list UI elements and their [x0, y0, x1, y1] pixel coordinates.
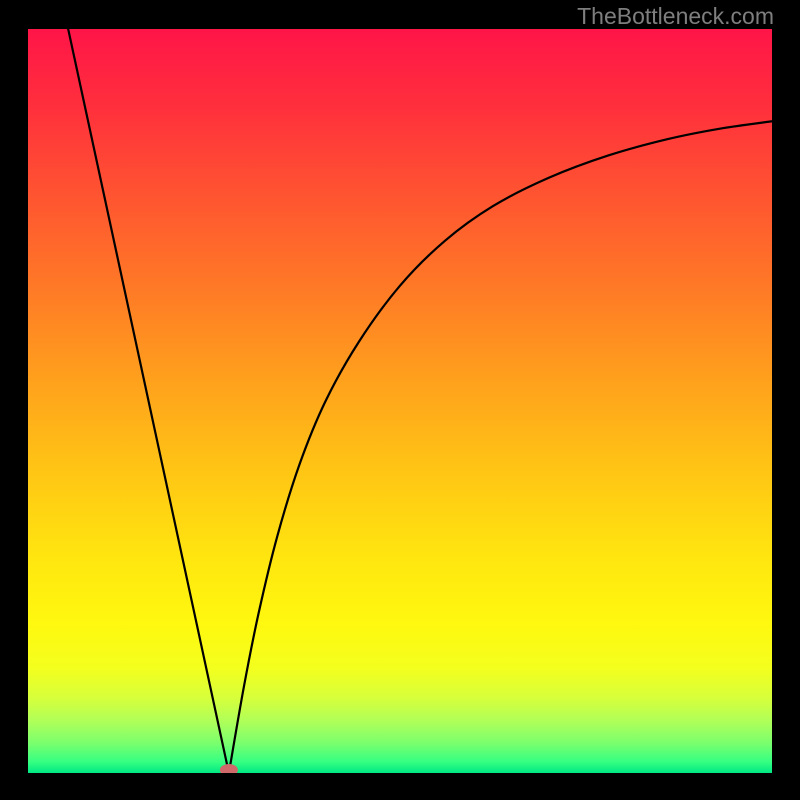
minimum-marker — [220, 764, 238, 773]
watermark-text: TheBottleneck.com — [577, 3, 774, 30]
bottleneck-curve — [28, 29, 772, 773]
chart-frame: TheBottleneck.com — [0, 0, 800, 800]
plot-area — [28, 29, 772, 773]
